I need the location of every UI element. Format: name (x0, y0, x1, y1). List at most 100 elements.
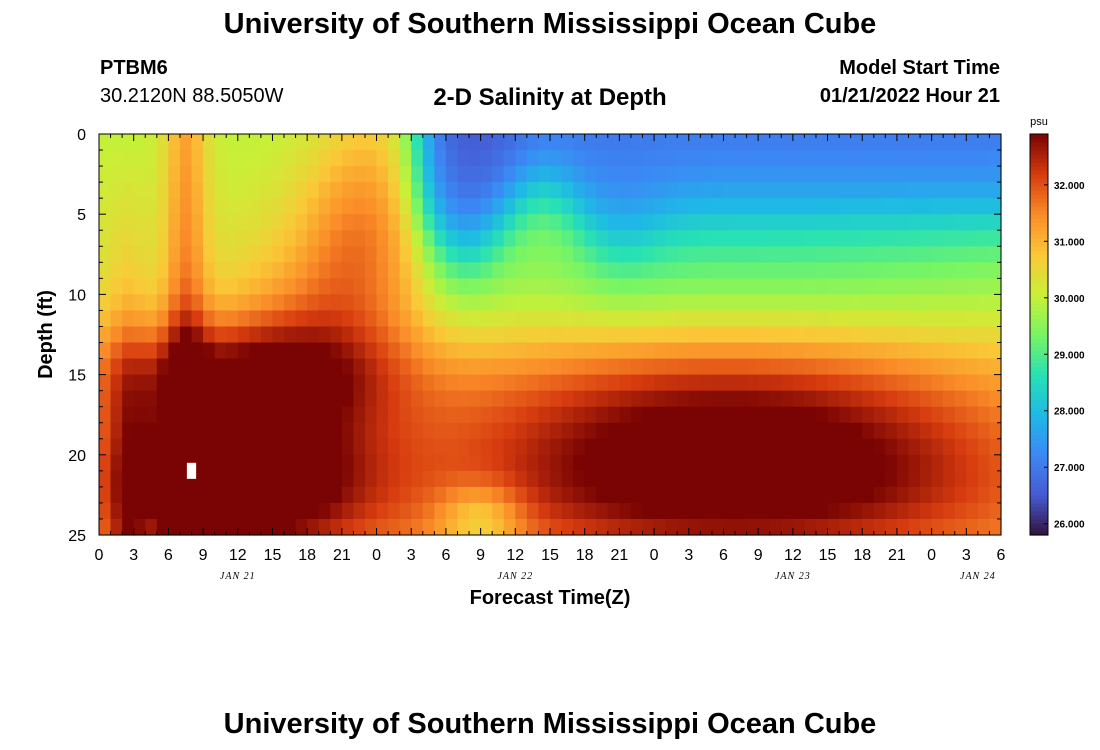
heatmap-cell (550, 134, 563, 151)
heatmap-cell (607, 390, 620, 408)
colorbar-segment (1030, 502, 1048, 508)
heatmap-cell (353, 182, 366, 199)
heatmap-cell (815, 230, 829, 247)
heatmap-cell (607, 310, 620, 328)
heatmap-cell (700, 310, 713, 328)
heatmap-cell (538, 518, 551, 536)
heatmap-cell (457, 134, 470, 151)
heatmap-cell (746, 390, 759, 408)
heatmap-cell (596, 406, 609, 424)
heatmap-cell (156, 374, 169, 392)
y-tick-label: 5 (77, 207, 86, 224)
heatmap-cell (827, 406, 840, 424)
heatmap-cell (145, 454, 158, 472)
heatmap-cell (469, 310, 482, 328)
heatmap-cell (538, 230, 551, 247)
heatmap-cell (862, 406, 875, 424)
heatmap-cell (191, 294, 204, 312)
heatmap-cell (503, 134, 516, 151)
heatmap-cell (804, 198, 817, 215)
heatmap-cell (758, 502, 771, 520)
heatmap-cell (284, 214, 297, 231)
heatmap-cell (330, 470, 343, 488)
heatmap-cell (307, 166, 320, 183)
heatmap-cell (850, 134, 863, 151)
heatmap-cell (943, 278, 956, 295)
heatmap-cell (804, 422, 817, 440)
heatmap-cell (260, 166, 274, 183)
heatmap-cell (260, 390, 274, 408)
heatmap-cell (920, 214, 933, 231)
heatmap-cell (596, 278, 609, 295)
heatmap-cell (839, 422, 852, 440)
heatmap-cell (249, 150, 262, 167)
heatmap-cell (353, 518, 366, 536)
heatmap-cell (885, 374, 898, 392)
heatmap-cell (654, 486, 667, 504)
heatmap-cell (457, 438, 470, 456)
heatmap-cell (642, 198, 655, 215)
heatmap-cell (133, 454, 146, 472)
heatmap-cell (179, 502, 193, 520)
heatmap-cell (989, 374, 1002, 392)
heatmap-cell (943, 438, 956, 456)
heatmap-cell (411, 294, 424, 312)
heatmap-cell (966, 486, 979, 504)
heatmap-cell (735, 470, 748, 488)
heatmap-cell (688, 518, 701, 536)
heatmap-cell (295, 422, 308, 440)
heatmap-cell (723, 486, 736, 504)
heatmap-cell (376, 518, 389, 536)
heatmap-cell (156, 470, 169, 488)
heatmap-cell (469, 262, 482, 279)
heatmap-cell (422, 294, 435, 312)
heatmap-cell (989, 246, 1002, 263)
heatmap-cell (503, 406, 516, 424)
heatmap-cell (411, 182, 424, 199)
heatmap-cell (341, 454, 355, 472)
heatmap-cell (943, 198, 956, 215)
heatmap-cell (873, 214, 886, 231)
heatmap-cell (815, 150, 829, 167)
heatmap-cell (920, 134, 933, 151)
heatmap-cell (781, 470, 794, 488)
heatmap-cell (295, 486, 308, 504)
heatmap-cell (642, 438, 655, 456)
heatmap-cell (260, 358, 274, 376)
heatmap-cell (226, 422, 239, 440)
heatmap-cell (179, 230, 193, 247)
heatmap-cell (399, 518, 412, 536)
heatmap-cell (746, 278, 759, 295)
heatmap-cell (191, 422, 204, 440)
heatmap-cell (145, 518, 158, 536)
heatmap-cell (873, 358, 886, 376)
heatmap-cell (839, 454, 852, 472)
heatmap-cell (792, 166, 806, 183)
heatmap-cell (931, 326, 944, 344)
heatmap-cell (885, 294, 898, 312)
heatmap-cell (191, 166, 204, 183)
heatmap-cell (735, 214, 748, 231)
heatmap-cell (376, 246, 389, 263)
heatmap-cell (781, 454, 794, 472)
heatmap-cell (561, 470, 574, 488)
heatmap-cell (122, 390, 135, 408)
x-tick-label: 9 (476, 547, 485, 564)
heatmap-cell (179, 134, 193, 151)
heatmap-cell (850, 454, 863, 472)
heatmap-cell (885, 166, 898, 183)
heatmap-cell (318, 294, 331, 312)
heatmap-cell (364, 470, 378, 488)
colorbar-segment (1030, 354, 1048, 360)
heatmap-cell (214, 182, 227, 199)
heatmap-cell (353, 390, 366, 408)
heatmap-cell (850, 182, 863, 199)
heatmap-cell (804, 326, 817, 344)
heatmap-cell (723, 454, 736, 472)
heatmap-cell (954, 246, 967, 263)
heatmap-cell (122, 502, 135, 520)
heatmap-cell (203, 406, 216, 424)
heatmap-cell (989, 294, 1002, 312)
heatmap-cell (249, 294, 262, 312)
heatmap-cell (318, 406, 331, 424)
